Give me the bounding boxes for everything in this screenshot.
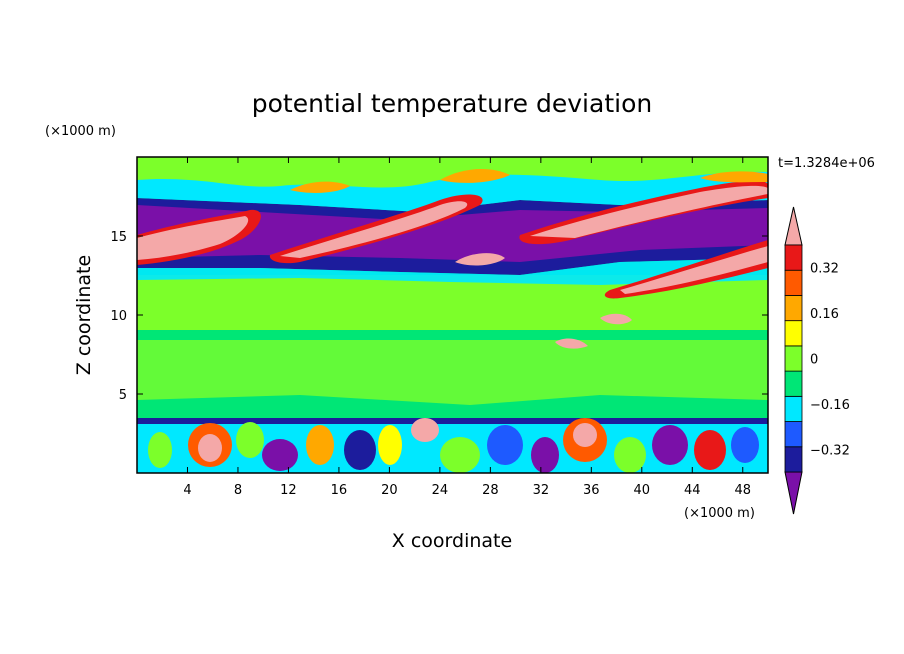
surface-inversion-line <box>137 418 768 424</box>
x-axis-label: X coordinate <box>392 530 512 552</box>
x-tick-label: 40 <box>634 483 651 498</box>
x-tick-label: 48 <box>734 483 751 498</box>
colorbar-swatch <box>784 345 803 372</box>
x-tick-label: 20 <box>381 483 398 498</box>
x-unit-label: (×1000 m) <box>684 506 755 521</box>
x-tick-label: 4 <box>183 483 191 498</box>
warm-blob-1 <box>455 253 505 266</box>
colorbar-label: 0.32 <box>810 262 839 277</box>
x-tick-label: 12 <box>280 483 297 498</box>
colorbar-swatch <box>784 269 803 296</box>
x-tick-label: 44 <box>684 483 701 498</box>
warm-blob-3 <box>555 338 588 349</box>
colorbar-swatch <box>784 370 803 397</box>
x-tick-label: 36 <box>583 483 600 498</box>
x-tick-label: 32 <box>533 483 550 498</box>
colorbar-swatch <box>784 244 803 271</box>
warm-rim-3 <box>700 171 768 183</box>
lower-green-band <box>137 340 768 405</box>
colorbar-label: −0.16 <box>810 398 850 413</box>
warm-filament-2-pink <box>280 201 468 258</box>
colorbar-extend-min <box>784 471 803 515</box>
warm-blob-2 <box>600 313 632 325</box>
colorbar-extend-max <box>784 206 803 246</box>
colorbar-swatch <box>784 320 803 347</box>
y-tick-label: 15 <box>110 230 127 245</box>
colorbar-swatch <box>784 421 803 448</box>
x-axis-ticks: 4 8 12 16 20 24 28 32 36 40 44 48 <box>183 157 751 498</box>
colorbar-swatch <box>784 446 803 473</box>
colorbar-label: 0.16 <box>810 307 839 322</box>
warm-filament-1-pink <box>137 216 249 260</box>
chart-title: potential temperature deviation <box>252 89 652 118</box>
y-tick-label: 5 <box>119 388 127 403</box>
y-axis-label: Z coordinate <box>73 255 95 375</box>
time-label: t=1.3284e+06 <box>778 156 875 171</box>
convective-cells <box>148 418 759 473</box>
y-axis-ticks: 5 10 15 <box>110 230 768 403</box>
x-tick-label: 16 <box>331 483 348 498</box>
y-tick-label: 10 <box>110 309 127 324</box>
upper-cyan-edge <box>137 171 768 212</box>
colorbar: 0.32 0.16 0 −0.16 −0.32 <box>784 206 850 515</box>
y-unit-label: (×1000 m) <box>45 124 116 139</box>
warm-filament-3-pink <box>530 185 768 238</box>
x-tick-label: 28 <box>482 483 499 498</box>
lower-cyan-edge <box>137 258 768 285</box>
warm-rim-1 <box>290 181 350 193</box>
colorbar-swatch <box>784 295 803 322</box>
colorbar-swatch <box>784 395 803 422</box>
warm-filament-4-pink <box>620 246 768 294</box>
colorbar-label: 0 <box>810 353 818 368</box>
contour-field <box>137 157 768 473</box>
warm-rim-2 <box>440 168 510 183</box>
x-tick-label: 24 <box>432 483 449 498</box>
colorbar-label: −0.32 <box>810 443 850 458</box>
x-tick-label: 8 <box>234 483 242 498</box>
